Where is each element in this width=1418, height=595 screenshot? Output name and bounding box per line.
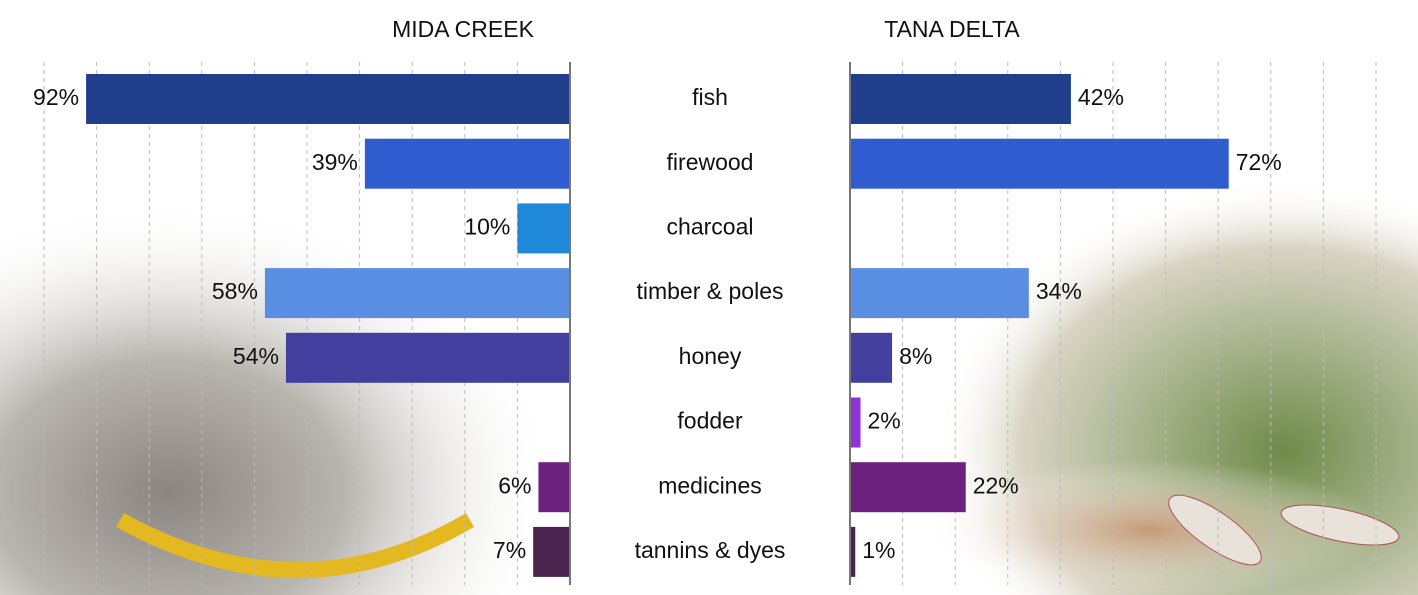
value-label: 34%	[1036, 278, 1082, 304]
value-label: 22%	[973, 472, 1019, 498]
value-label: 54%	[233, 343, 279, 369]
bar	[265, 268, 570, 318]
value-label: 39%	[312, 149, 358, 175]
bar	[286, 333, 570, 383]
series-title: TANA DELTA	[884, 16, 1020, 42]
page: {"chart_data": {"type": "butterfly", "ca…	[0, 0, 1418, 595]
fish-photo	[0, 180, 560, 595]
value-label: 7%	[493, 537, 526, 563]
bar	[850, 462, 966, 512]
bar	[533, 527, 570, 577]
category-label: tannins & dyes	[635, 537, 786, 563]
value-label: 42%	[1078, 84, 1124, 110]
value-label: 10%	[464, 213, 510, 239]
category-label: firewood	[667, 149, 754, 175]
bar	[517, 203, 570, 253]
value-label: 6%	[498, 472, 531, 498]
bar	[365, 139, 570, 189]
bar	[850, 268, 1029, 318]
category-label: charcoal	[667, 213, 754, 239]
value-label: 8%	[899, 343, 932, 369]
series-title: MIDA CREEK	[392, 16, 535, 42]
category-label: fodder	[677, 408, 743, 434]
bar	[86, 74, 570, 124]
category-label: timber & poles	[636, 278, 783, 304]
value-label: 1%	[862, 537, 895, 563]
category-label: medicines	[658, 472, 762, 498]
value-label: 58%	[212, 278, 258, 304]
category-label: fish	[692, 84, 728, 110]
chart: MIDA CREEK 92% 39% 10% 58% 54% 6% 7% TANA DELTA 4…	[0, 0, 1418, 595]
bar	[538, 462, 570, 512]
bar	[850, 333, 892, 383]
bar	[850, 74, 1071, 124]
bar	[850, 398, 861, 448]
value-label: 2%	[868, 408, 901, 434]
value-label: 72%	[1236, 149, 1282, 175]
bar	[850, 139, 1229, 189]
category-label: honey	[679, 343, 742, 369]
value-label: 92%	[33, 84, 79, 110]
